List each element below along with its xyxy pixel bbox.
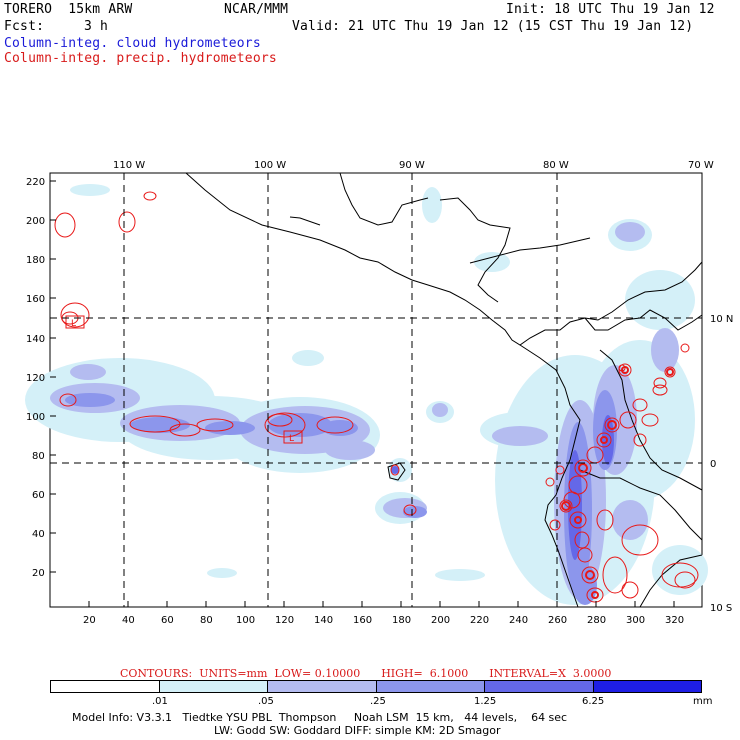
svg-text:300: 300 — [626, 615, 645, 626]
svg-text:40: 40 — [32, 529, 45, 540]
colorbar-label-5: 6.25 — [582, 696, 605, 707]
svg-text:280: 280 — [587, 615, 606, 626]
color-bin-5 — [485, 681, 594, 692]
contour-info: CONTOURS: UNITS=mm LOW= 0.10000 HIGH= 6.… — [120, 667, 612, 680]
model-info-line2: LW: Godd SW: Goddard DIFF: simple KM: 2D… — [214, 724, 501, 737]
svg-text:140: 140 — [314, 615, 333, 626]
y-tick-labels: 220 200 180 160 140 120 100 80 60 40 20 — [26, 177, 45, 579]
colorbar-label-2: .05 — [258, 696, 274, 707]
svg-text:180: 180 — [392, 615, 411, 626]
lon-label-110w: 110 W — [113, 160, 145, 171]
svg-text:120: 120 — [275, 615, 294, 626]
svg-text:200: 200 — [26, 216, 45, 227]
svg-text:160: 160 — [26, 294, 45, 305]
precip-contours — [54, 191, 699, 603]
color-bar — [50, 680, 702, 693]
color-bin-1 — [51, 681, 160, 692]
svg-text:100: 100 — [26, 412, 45, 423]
model-info-line1: Model Info: V3.3.1 Tiedtke YSU PBL Thomp… — [72, 711, 568, 724]
lat-label-0: 0 — [710, 459, 716, 470]
valid-time: Valid: 21 UTC Thu 19 Jan 12 (15 CST Thu … — [292, 19, 694, 34]
lat-label-10s: 10 S — [710, 603, 732, 614]
svg-text:260: 260 — [548, 615, 567, 626]
forecast-hours: 3 h — [84, 19, 109, 34]
color-bin-3 — [268, 681, 377, 692]
color-bin-6 — [593, 681, 701, 692]
svg-text:100: 100 — [236, 615, 255, 626]
color-bin-2 — [159, 681, 268, 692]
colorbar-units: mm — [693, 696, 713, 707]
svg-text:180: 180 — [26, 255, 45, 266]
svg-text:80: 80 — [32, 451, 45, 462]
axis-ticks — [50, 180, 675, 607]
model-title: TORERO 15km ARW — [4, 2, 133, 17]
lon-label-90w: 90 W — [399, 160, 425, 171]
precip-peaks — [561, 366, 674, 599]
map-plot-area: L L — [25, 172, 708, 608]
coastlines — [185, 172, 703, 608]
colorbar-label-4: 1.25 — [474, 696, 497, 707]
x-tick-labels: 20 40 60 80 100 120 140 160 180 200 220 … — [83, 615, 684, 626]
svg-text:20: 20 — [32, 568, 45, 579]
svg-text:200: 200 — [431, 615, 450, 626]
svg-text:160: 160 — [353, 615, 372, 626]
field-precip-title: Column-integ. precip. hydrometeors — [4, 51, 277, 66]
svg-text:60: 60 — [32, 490, 45, 501]
organization: NCAR/MMM — [224, 2, 289, 17]
svg-text:80: 80 — [200, 615, 213, 626]
lon-label-80w: 80 W — [543, 160, 569, 171]
svg-text:120: 120 — [26, 373, 45, 384]
lat-label-10n: 10 N — [710, 314, 733, 325]
field-cloud-title: Column-integ. cloud hydrometeors — [4, 36, 261, 51]
lon-label-70w: 70 W — [688, 160, 714, 171]
svg-text:320: 320 — [665, 615, 684, 626]
color-bin-4 — [376, 681, 485, 692]
svg-text:220: 220 — [470, 615, 489, 626]
low-marker-box-2 — [283, 430, 303, 444]
lat-lon-grid — [50, 173, 702, 607]
low-marker-box — [65, 315, 85, 329]
svg-text:60: 60 — [161, 615, 174, 626]
svg-text:140: 140 — [26, 334, 45, 345]
svg-text:220: 220 — [26, 177, 45, 188]
colorbar-label-1: .01 — [152, 696, 168, 707]
forecast-label: Fcst: — [4, 19, 45, 34]
svg-text:40: 40 — [122, 615, 135, 626]
lon-label-100w: 100 W — [254, 160, 286, 171]
low-marker-label-2: L — [289, 434, 294, 444]
init-time: Init: 18 UTC Thu 19 Jan 12 — [506, 2, 715, 17]
colorbar-label-3: .25 — [370, 696, 386, 707]
svg-text:240: 240 — [509, 615, 528, 626]
svg-text:20: 20 — [83, 615, 96, 626]
low-marker-label: L — [71, 319, 76, 329]
